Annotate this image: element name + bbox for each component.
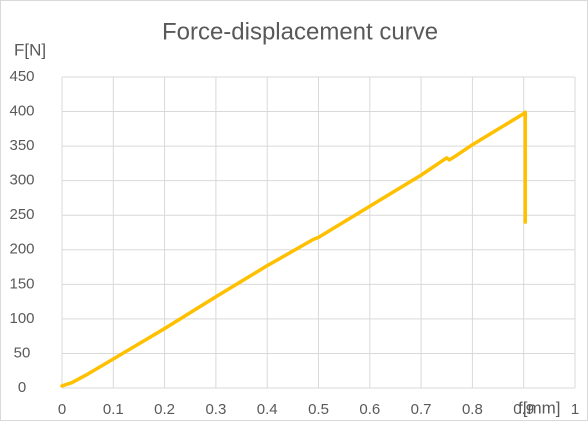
x-tick-label: 0.1 <box>103 401 124 418</box>
x-tick-label: 0.5 <box>308 401 329 418</box>
x-tick-label: 0.8 <box>462 401 483 418</box>
x-tick-label: 1 <box>571 401 579 418</box>
x-tick-label: 0.2 <box>154 401 175 418</box>
chart-title: Force-displacement curve <box>162 18 438 45</box>
y-tick-label: 300 <box>9 172 34 189</box>
y-tick-label: 350 <box>9 137 34 154</box>
y-tick-label: 400 <box>9 103 34 120</box>
x-tick-label: 0.6 <box>359 401 380 418</box>
data-line <box>60 110 527 388</box>
y-tick-label: 150 <box>9 275 34 292</box>
x-tick-label: 0.7 <box>411 401 432 418</box>
y-tick-label: 200 <box>9 241 34 258</box>
y-tick-label: 50 <box>14 344 31 361</box>
y-tick-label: 450 <box>9 68 34 85</box>
y-tick-label: 100 <box>9 310 34 327</box>
y-tick-label: 250 <box>9 206 34 223</box>
x-tick-label: 0.9 <box>513 401 534 418</box>
x-tick-label: 0 <box>58 401 66 418</box>
x-axis-label: f[mm] <box>518 398 561 417</box>
y-axis-label: F[N] <box>14 40 46 59</box>
y-tick-label: 0 <box>18 379 26 396</box>
x-tick-label: 0.4 <box>257 401 278 418</box>
x-tick-label: 0.3 <box>205 401 226 418</box>
